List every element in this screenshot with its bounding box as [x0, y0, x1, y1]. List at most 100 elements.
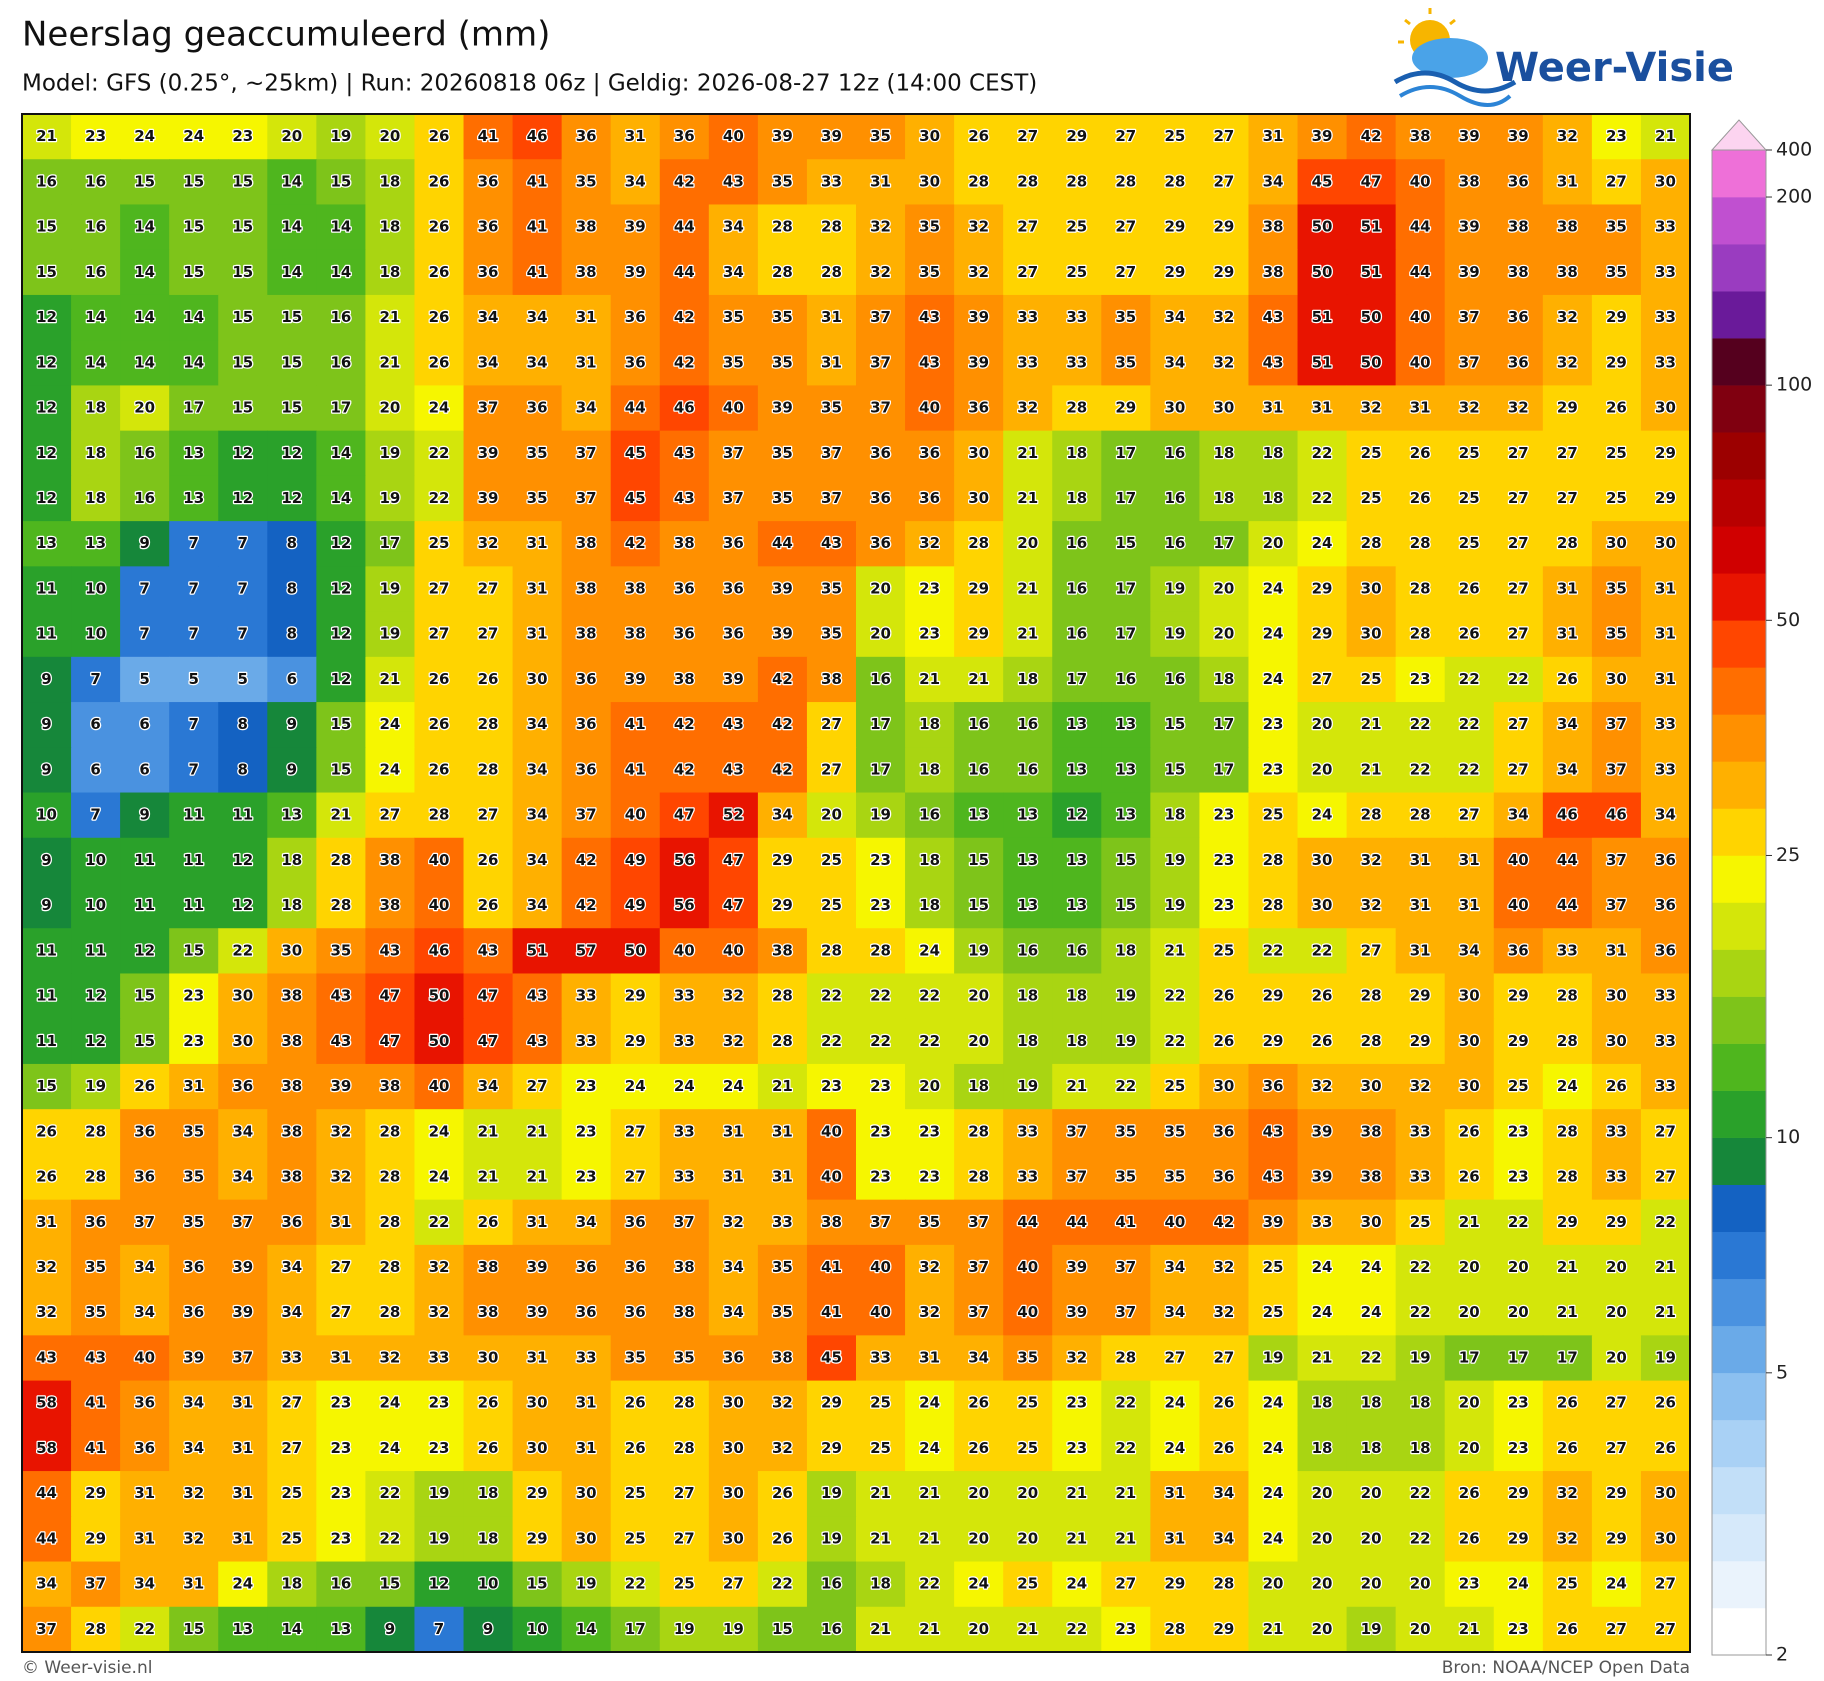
cell-value: 29	[1655, 489, 1676, 507]
precip-cell	[1346, 204, 1397, 251]
cell-value: 39	[232, 1303, 253, 1321]
precip-cell	[71, 204, 121, 251]
cell-value: 18	[1066, 1032, 1087, 1050]
cell-value: 28	[1410, 806, 1431, 824]
cell-value: 22	[919, 1575, 940, 1593]
cell-value: 26	[429, 263, 450, 281]
precip-cell	[757, 973, 808, 1020]
cell-value: 15	[36, 218, 57, 236]
cell-value: 23	[870, 1077, 891, 1095]
precip-cell	[856, 837, 906, 884]
precip-cell	[414, 114, 465, 160]
precip-cell	[610, 475, 661, 522]
precip-cell	[659, 204, 710, 251]
precip-cell	[1101, 1606, 1151, 1653]
cell-value: 22	[1410, 1303, 1431, 1321]
precip-cell	[1444, 1199, 1495, 1246]
footer-left: © Weer-visie.nl	[22, 1658, 152, 1678]
precip-cell	[1591, 747, 1642, 794]
cell-value: 27	[1557, 444, 1578, 462]
precip-cell	[22, 611, 72, 658]
precip-cell	[1395, 1516, 1446, 1563]
cell-value: 25	[1459, 444, 1480, 462]
precip-cell	[1003, 521, 1053, 567]
precip-cell	[561, 837, 612, 884]
precip-cell	[806, 792, 857, 839]
cell-value: 31	[1459, 896, 1480, 914]
precip-cell	[610, 566, 661, 613]
cell-value: 42	[772, 670, 793, 688]
cell-value: 9	[483, 1620, 493, 1638]
precip-cell	[1101, 611, 1151, 658]
precip-cell	[1640, 973, 1691, 1020]
precip-cell	[1444, 747, 1495, 794]
cell-value: 17	[1214, 760, 1235, 778]
precip-cell	[1395, 204, 1446, 251]
cell-value: 32	[870, 263, 891, 281]
cell-value: 43	[478, 941, 499, 959]
precip-cell	[856, 249, 906, 296]
precip-cell	[1248, 159, 1299, 205]
cell-value: 13	[968, 806, 989, 824]
cell-value: 18	[380, 172, 401, 190]
precip-cell	[71, 340, 121, 386]
cell-value: 36	[183, 1258, 204, 1276]
cell-value: 26	[36, 1122, 57, 1140]
cell-value: 40	[429, 851, 450, 869]
precip-cell	[1150, 747, 1200, 794]
cell-value: 35	[1606, 579, 1627, 597]
cell-value: 28	[478, 715, 499, 733]
precip-cell	[1150, 1606, 1200, 1653]
cell-value: 26	[478, 851, 499, 869]
precip-cell	[659, 1109, 710, 1155]
cell-value: 26	[429, 670, 450, 688]
precip-cell	[1542, 159, 1593, 205]
cell-value: 9	[287, 760, 297, 778]
cell-value: 29	[1508, 1032, 1529, 1050]
cell-value: 23	[330, 1394, 351, 1412]
cell-value: 17	[1557, 1348, 1578, 1366]
precip-cell	[1395, 430, 1446, 477]
cell-value: 21	[870, 1620, 891, 1638]
precip-cell	[71, 521, 121, 567]
precip-cell	[365, 1199, 415, 1246]
precip-cell	[1003, 114, 1053, 160]
precip-cell	[610, 1063, 661, 1110]
colorbar-band	[1712, 902, 1766, 950]
cell-value: 13	[1066, 851, 1087, 869]
cell-value: 38	[576, 263, 597, 281]
precip-cell	[120, 521, 170, 567]
precip-cell	[561, 973, 612, 1020]
cell-value: 35	[772, 444, 793, 462]
cell-value: 35	[85, 1303, 106, 1321]
cell-value: 32	[429, 1303, 450, 1321]
cell-value: 35	[919, 263, 940, 281]
cell-value: 33	[1655, 760, 1676, 778]
cell-value: 43	[723, 760, 744, 778]
precip-cell	[22, 1471, 72, 1517]
cell-value: 25	[870, 1394, 891, 1412]
precip-cell	[169, 1109, 219, 1155]
cell-value: 36	[625, 308, 646, 326]
cell-value: 34	[1164, 1258, 1185, 1276]
cell-value: 25	[1214, 941, 1235, 959]
cell-value: 12	[36, 399, 57, 417]
precip-cell	[1101, 294, 1151, 341]
precip-cell	[1542, 1244, 1593, 1291]
cell-value: 33	[1655, 715, 1676, 733]
cell-value: 26	[968, 1439, 989, 1457]
precip-cell	[512, 1606, 563, 1653]
cell-value: 38	[380, 851, 401, 869]
precip-cell	[1052, 249, 1102, 296]
cell-value: 12	[36, 353, 57, 371]
precip-cell	[365, 1425, 415, 1472]
precip-cell	[218, 1063, 268, 1110]
cell-value: 37	[232, 1213, 253, 1231]
precip-cell	[954, 702, 1004, 748]
cell-value: 12	[232, 896, 253, 914]
precip-cell	[905, 204, 955, 251]
precip-cell	[267, 1109, 317, 1155]
cell-value: 26	[478, 670, 499, 688]
precip-cell	[1591, 611, 1642, 658]
precip-cell	[1297, 294, 1348, 341]
